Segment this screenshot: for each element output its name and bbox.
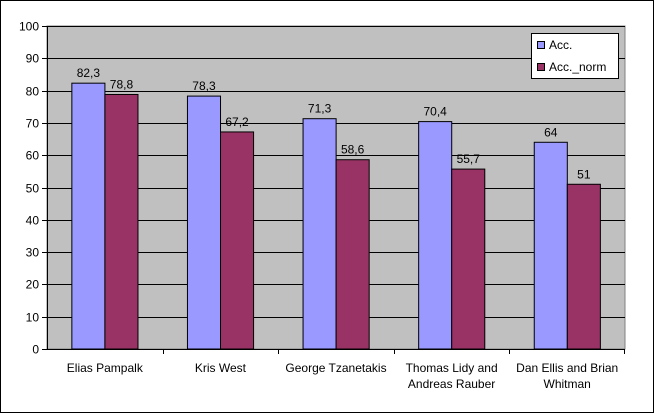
y-tick-label: 30 [26,246,40,260]
data-label: 55,7 [457,152,481,166]
y-tick-label: 90 [26,52,40,66]
bar-acc [186,95,222,350]
legend-swatch [537,63,545,71]
y-tick-label: 70 [26,117,40,131]
y-tick-label: 50 [26,182,40,196]
x-category-label: Andreas Rauber [408,377,495,391]
legend-label: Acc. [549,38,572,52]
y-tick-label: 20 [26,278,40,292]
y-tick-label: 100 [19,20,39,34]
y-tick-label: 60 [26,149,40,163]
bar-acc [533,141,568,350]
legend-label: Acc._norm [549,60,606,74]
x-category-label: Elias Pampalk [67,361,144,375]
bar-acc [71,82,106,350]
bar-acc [418,121,453,350]
x-category-label: Thomas Lidy and [406,361,498,375]
data-label: 51 [577,167,591,181]
data-label: 82,3 [77,66,101,80]
data-label: 78,8 [110,77,134,91]
bar-acc [302,118,337,350]
legend-swatch [537,41,545,49]
x-category-label: Whitman [544,377,591,391]
data-label: 70,4 [424,105,448,119]
x-category-label: Kris West [195,361,247,375]
y-tick-label: 40 [26,214,40,228]
y-tick-label: 0 [32,343,39,357]
bar-acc-norm [566,183,601,350]
x-category-label: Dan Ellis and Brian [516,361,618,375]
y-tick-label: 10 [26,311,40,325]
y-tick-label: 80 [26,85,40,99]
data-label: 58,6 [341,143,365,157]
bar-acc-norm [104,93,139,350]
data-label: 64 [544,125,558,139]
data-label: 71,3 [308,102,332,116]
bar-acc-norm [335,159,370,350]
data-label: 78,3 [192,79,216,93]
x-category-label: George Tzanetakis [285,361,386,375]
legend [531,33,619,79]
data-label: 67,2 [225,115,249,129]
bar-acc-norm [451,168,486,350]
bar-acc-norm [220,131,255,350]
